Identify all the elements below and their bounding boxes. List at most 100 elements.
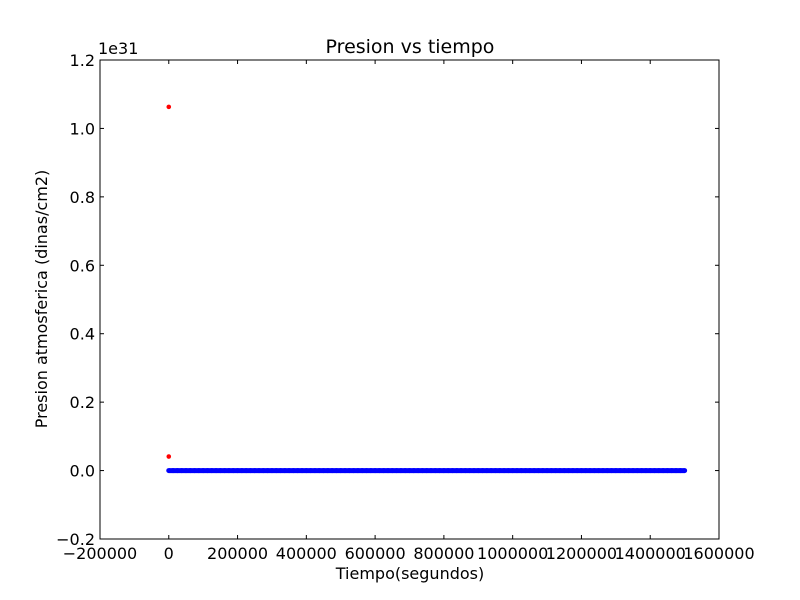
data-point [192, 468, 198, 474]
data-point [183, 468, 189, 474]
data-point [312, 468, 318, 474]
x-tick-label: 600000 [345, 544, 406, 563]
data-point [570, 468, 576, 474]
y-tick-label: 1.0 [70, 119, 95, 138]
x-tick-label: 200000 [207, 544, 268, 563]
data-point [518, 468, 524, 474]
data-point [342, 468, 348, 474]
x-tick-label: 1200000 [546, 544, 617, 563]
data-point [566, 468, 572, 474]
data-point [488, 468, 494, 474]
data-point [321, 468, 327, 474]
plot-frame [99, 59, 720, 540]
data-point [437, 468, 443, 474]
data-point [514, 468, 520, 474]
y-tick-label: 0.2 [70, 393, 95, 412]
data-point [480, 468, 486, 474]
data-point [407, 468, 412, 474]
data-point [196, 468, 202, 474]
data-point [604, 468, 610, 474]
data-point [402, 468, 408, 474]
ticks-layer: −200000 0 200000 400000 600000 800000 10000001… [56, 51, 754, 563]
data-point [634, 468, 640, 474]
data-point [230, 468, 236, 474]
y-tick-label: 0.6 [70, 256, 95, 275]
data-point [449, 468, 455, 474]
data-point [643, 468, 649, 474]
data-point [505, 468, 511, 474]
data-point [355, 468, 361, 474]
data-point [364, 468, 370, 474]
data-point [299, 468, 305, 474]
data-point [458, 468, 464, 474]
data-point [596, 468, 602, 474]
data-point [256, 468, 262, 474]
data-point [278, 468, 284, 474]
data-point [368, 468, 374, 474]
data-point [462, 468, 468, 474]
data-point [673, 468, 679, 474]
data-point [385, 468, 391, 474]
data-point [235, 468, 241, 474]
data-point [574, 468, 580, 474]
data-point [282, 468, 288, 474]
data-point [170, 468, 176, 474]
data-point [419, 468, 425, 474]
data-point [630, 468, 636, 474]
data-point [578, 468, 584, 474]
chart-title: Presion vs tiempo [326, 36, 495, 58]
data-point [290, 468, 296, 474]
data-point [346, 468, 352, 474]
data-point [557, 468, 563, 474]
data-point [265, 468, 271, 474]
data-point [587, 468, 593, 474]
data-point [510, 468, 516, 474]
data-point [523, 468, 529, 474]
y-tick-label: 0.8 [70, 188, 95, 207]
data-point [269, 468, 275, 474]
data-point [239, 468, 245, 474]
data-point [325, 468, 331, 474]
data-point [381, 468, 387, 474]
data-point [209, 468, 215, 474]
data-point [639, 468, 645, 474]
data-point [535, 468, 541, 474]
data-point [475, 468, 481, 474]
data-point [540, 468, 546, 474]
data-point [492, 468, 498, 474]
data-point [428, 468, 434, 474]
data-point [561, 468, 567, 474]
x-tick-label: −200000 [63, 544, 137, 563]
data-point [303, 468, 309, 474]
data-point [389, 468, 395, 474]
x-tick-label: 1000000 [477, 544, 548, 563]
data-point [441, 468, 447, 474]
data-point [204, 468, 210, 474]
data-point [376, 468, 382, 474]
data-point [351, 468, 357, 474]
data-point [664, 468, 670, 474]
data-point [217, 468, 223, 474]
series-layer [166, 104, 688, 474]
data-point [329, 468, 335, 474]
data-point [333, 468, 339, 474]
data-point [548, 468, 554, 474]
data-point [617, 468, 623, 474]
data-point [527, 468, 533, 474]
data-point [247, 468, 253, 474]
data-point [398, 468, 404, 474]
data-point [609, 468, 615, 474]
x-axis-label: Tiempo(segundos) [335, 564, 484, 583]
x-tick-label: 1400000 [615, 544, 686, 563]
data-point [286, 468, 292, 474]
data-point [295, 468, 301, 474]
data-point [316, 468, 322, 474]
data-point [174, 468, 180, 474]
data-point [656, 468, 662, 474]
data-point [591, 468, 597, 474]
data-point [454, 468, 460, 474]
data-point [213, 468, 219, 474]
data-point [226, 468, 232, 474]
x-tick-label: 800000 [413, 544, 474, 563]
